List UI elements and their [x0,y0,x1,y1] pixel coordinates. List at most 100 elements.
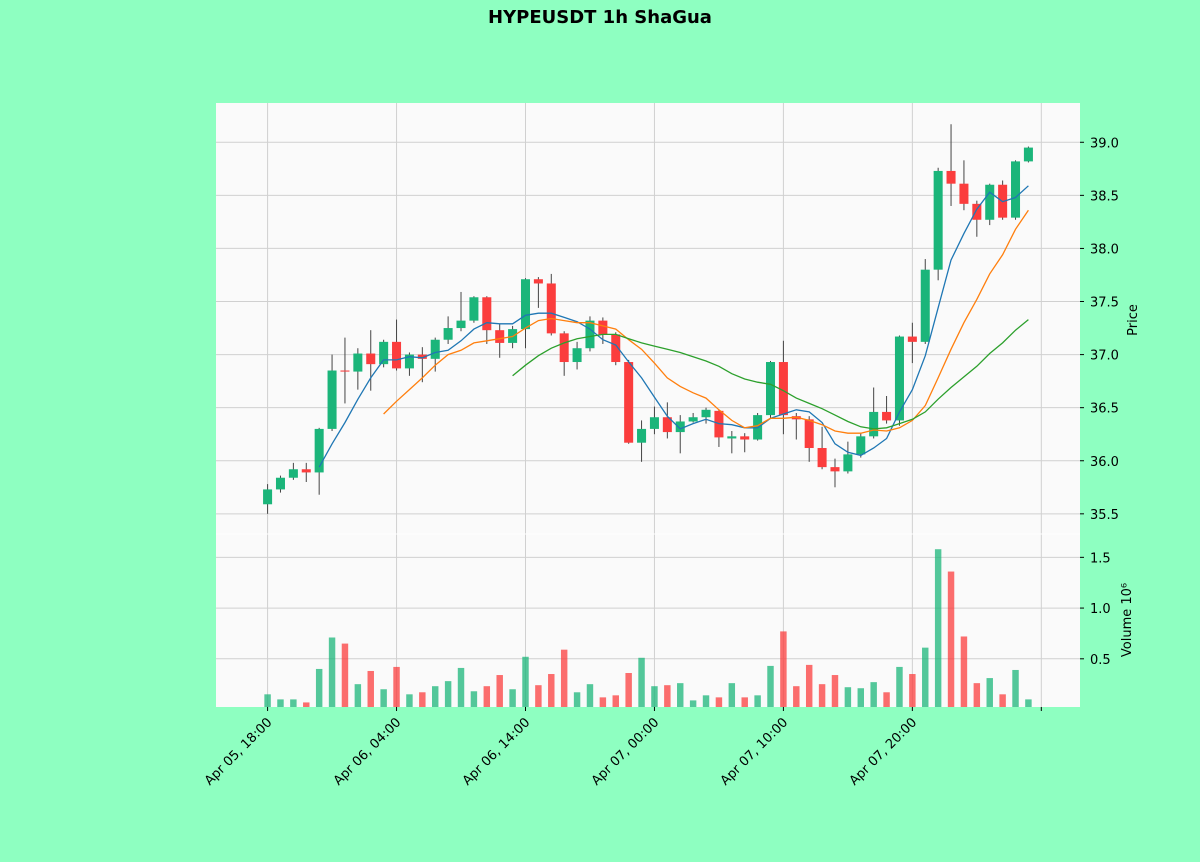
candle-body [572,348,582,363]
moving-average [512,319,1029,430]
candle-body [920,269,930,342]
candle-body [392,341,402,369]
candle-body [894,336,904,421]
volume-bar [651,686,658,707]
candle-body [353,353,363,372]
candle-body [959,183,969,204]
volume-bar [818,684,826,707]
candle-body [637,428,647,443]
candle-body [327,370,337,429]
volume-bar [419,692,426,707]
candle-body [869,411,879,437]
candle-body [817,448,827,468]
volume-bar [315,668,323,707]
volume-bar [522,656,529,707]
volume-bar [715,697,723,707]
volume-bar [483,686,491,707]
candle-body [649,417,659,429]
y-tick-label: 37.5 [1090,296,1119,311]
moving-average [318,185,1029,468]
candle-body [843,454,853,472]
volume-bar [1025,699,1032,707]
candle-body [804,419,814,449]
candle-body [778,362,788,416]
volume-bar [560,649,568,707]
volume-bar [728,683,736,707]
candle-body [830,467,840,472]
volume-bar [354,684,362,707]
candle-body [314,428,324,473]
candle-body [907,336,917,342]
y-tick-label: 37.0 [1090,349,1119,364]
candle-body [1023,147,1033,162]
volume-bar [432,686,439,707]
candle-body [546,283,556,334]
volume-axis-label: Volume 10⁶ [1120,583,1135,657]
candle-body [520,279,531,330]
volume-bar [625,673,632,707]
volume-bar [805,664,813,707]
y-axis-label: Price [1126,304,1141,336]
candle-body [972,203,982,220]
volume-bar [844,687,852,707]
volume-bar [638,657,645,707]
y-tick-label: 36.0 [1090,455,1119,470]
candle-body [275,477,285,490]
candle-body [456,320,466,329]
x-tick-label: Apr 06, 14:00 [460,715,533,788]
volume-bar [612,695,619,707]
volume-bar [689,700,697,707]
candle-body [688,417,698,422]
volume-bar [393,666,400,707]
candle-body [340,370,350,372]
volume-bar [947,571,955,707]
candle-body [598,320,608,335]
volume-bar [599,697,607,707]
volume-bar [767,665,774,707]
volume-bar [509,689,516,707]
volume-bar [367,670,374,707]
volume-bar [896,666,903,707]
volume-bar [586,684,594,707]
candle-body [430,339,440,359]
volume-bar [444,681,452,707]
candle-body [469,297,479,321]
volume-bar [290,699,297,707]
candle-body [946,170,956,184]
candle-body [624,362,634,443]
volume-bar [702,695,710,707]
y-tick-label: 36.5 [1090,402,1119,417]
volume-bar [793,686,800,707]
volume-bar [883,692,890,707]
candle-body [559,333,569,363]
volume-bar [960,636,968,707]
volume-bar [406,694,413,707]
volume-bar [328,637,336,707]
volume-bar [780,631,787,707]
x-tick-label: Apr 07, 00:00 [589,715,662,788]
volume-tick-label: 1.0 [1090,602,1111,617]
volume-bar [264,694,271,707]
candle-body [417,354,427,359]
volume-bar [741,697,748,707]
volume-bar [470,691,478,707]
volume-bar [870,682,877,707]
candle-body [727,436,737,439]
volume-bar [831,675,839,707]
volume-bar [973,683,981,707]
volume-bar [457,667,465,707]
candle-body [765,362,776,416]
volume-bar [999,694,1006,707]
candle-body [288,469,298,478]
volume-bar [548,674,555,707]
volume-bar [380,689,387,707]
volume-bar [341,643,349,707]
volume-bar [922,647,929,707]
y-tick-label: 35.5 [1090,508,1119,523]
chart-title: HYPEUSDT 1h ShaGua [488,7,712,28]
candle-body [533,279,543,284]
y-tick-label: 38.5 [1090,189,1119,204]
candle-body [1011,161,1021,218]
volume-bar [303,702,310,707]
